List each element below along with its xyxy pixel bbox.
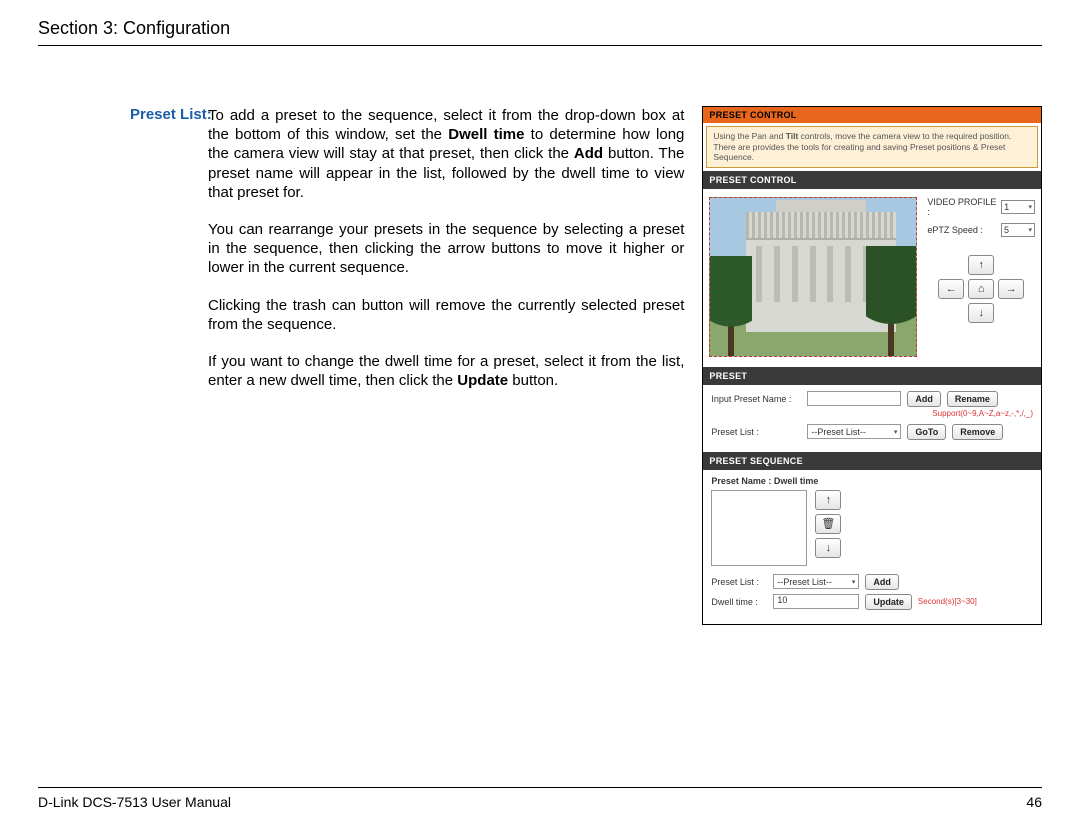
seq-preset-list-select[interactable]: --Preset List-- [773, 574, 859, 589]
footer-manual-title: D-Link DCS-7513 User Manual [38, 794, 231, 810]
config-panel: PRESET CONTROL Using the Pan and Tilt co… [702, 106, 1042, 625]
ptz-up-button[interactable]: ↑ [968, 255, 994, 275]
sequence-move-up-button[interactable]: ↑ [815, 490, 841, 510]
seq-add-button[interactable]: Add [865, 574, 899, 590]
add-preset-button[interactable]: Add [907, 391, 941, 407]
eptz-speed-label: ePTZ Speed : [927, 225, 983, 235]
input-preset-name-label: Input Preset Name : [711, 394, 801, 404]
preset-name-hint: Support(0~9,A~Z,a~z,-,*,/,_) [932, 409, 1033, 418]
paragraph-2: You can rearrange your presets in the se… [208, 220, 684, 278]
preset-list-select[interactable]: --Preset List-- [807, 424, 901, 439]
ptz-home-button[interactable]: ⌂ [968, 279, 994, 299]
bar-preset-control: PRESET CONTROL [703, 171, 1041, 189]
panel-title-orange: PRESET CONTROL [703, 107, 1041, 123]
remove-preset-button[interactable]: Remove [952, 424, 1003, 440]
footer-page-number: 46 [1026, 794, 1042, 810]
bar-preset-sequence: PRESET SEQUENCE [703, 452, 1041, 470]
panel-tip: Using the Pan and Tilt controls, move th… [706, 126, 1038, 168]
paragraph-1: To add a preset to the sequence, select … [208, 106, 684, 202]
goto-button[interactable]: GoTo [907, 424, 946, 440]
video-profile-label: VIDEO PROFILE : [927, 197, 1001, 217]
update-button[interactable]: Update [865, 594, 912, 610]
input-preset-name[interactable] [807, 391, 901, 406]
rename-preset-button[interactable]: Rename [947, 391, 998, 407]
ptz-down-button[interactable]: ↓ [968, 303, 994, 323]
ptz-right-button[interactable]: → [998, 279, 1024, 299]
section-title: Section 3: Configuration [38, 18, 1042, 46]
dwell-time-label: Dwell time : [711, 597, 767, 607]
sequence-delete-button[interactable]: 🗑 [815, 514, 841, 534]
preset-list-label: Preset List: [130, 106, 212, 123]
paragraph-3: Clicking the trash can button will remov… [208, 296, 684, 334]
sequence-columns-header: Preset Name : Dwell time [711, 476, 1033, 486]
eptz-speed-select[interactable]: 5 [1001, 223, 1035, 237]
bar-preset: PRESET [703, 367, 1041, 385]
description-column: Preset List: To add a preset to the sequ… [208, 106, 684, 625]
preset-list-dd-label: Preset List : [711, 427, 801, 437]
paragraph-4: If you want to change the dwell time for… [208, 352, 684, 390]
page-footer: D-Link DCS-7513 User Manual 46 [38, 787, 1042, 810]
seq-preset-list-label: Preset List : [711, 577, 767, 587]
ptz-arrow-pad: ↑ ← ⌂ → ↓ [927, 255, 1035, 323]
dwell-time-input[interactable]: 10 [773, 594, 859, 609]
ptz-left-button[interactable]: ← [938, 279, 964, 299]
camera-preview[interactable] [709, 197, 917, 357]
sequence-listbox[interactable] [711, 490, 807, 566]
video-profile-select[interactable]: 1 [1001, 200, 1035, 214]
dwell-time-hint: Second(s)[3~30] [918, 597, 977, 606]
sequence-move-down-button[interactable]: ↓ [815, 538, 841, 558]
